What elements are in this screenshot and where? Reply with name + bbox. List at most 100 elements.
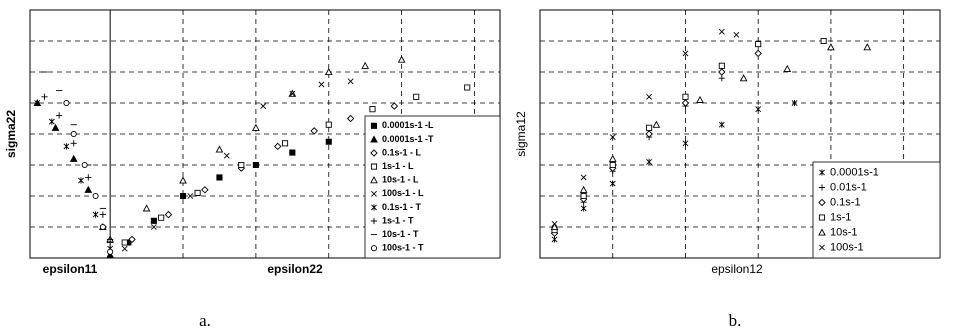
marker: [827, 43, 835, 51]
legend-label: 0.0001s-1: [830, 166, 879, 178]
marker: [580, 192, 587, 200]
marker: [194, 189, 201, 196]
marker: [733, 31, 740, 38]
marker: [121, 245, 128, 252]
legend-marker: [370, 122, 378, 129]
x-axis-label: epsilon11: [43, 262, 98, 276]
marker: [215, 145, 224, 153]
marker: [201, 186, 209, 194]
marker: [107, 236, 114, 243]
legend-marker: [371, 204, 377, 211]
marker: [369, 106, 376, 113]
marker: [783, 64, 792, 72]
marker: [179, 176, 187, 184]
marker: [78, 177, 84, 184]
marker: [41, 93, 48, 100]
marker: [718, 28, 725, 35]
marker: [84, 185, 93, 193]
marker: [325, 138, 332, 145]
marker: [99, 224, 106, 230]
legend-label: 1s-1 - T: [382, 215, 414, 225]
marker: [608, 154, 617, 162]
marker: [551, 236, 558, 243]
marker: [464, 84, 471, 91]
legend-marker: [370, 245, 378, 252]
legend-label: 100s-1: [830, 241, 864, 253]
marker: [260, 103, 267, 110]
marker: [755, 41, 762, 48]
marker: [646, 158, 653, 165]
marker: [289, 149, 296, 156]
marker: [646, 124, 653, 131]
x-axis-label: epsilon22: [267, 262, 323, 276]
marker: [289, 90, 296, 97]
marker: [682, 50, 689, 57]
marker: [580, 174, 587, 181]
legend-box: [364, 115, 501, 259]
marker: [121, 239, 128, 246]
marker: [550, 222, 559, 231]
marker: [34, 99, 41, 107]
marker: [238, 161, 245, 169]
marker: [645, 130, 653, 138]
marker: [56, 112, 63, 119]
legend-marker: [370, 135, 378, 143]
legend-marker: [370, 149, 378, 157]
x-axis-label: epsilon12: [711, 262, 763, 276]
caption: a.: [199, 311, 211, 330]
legend-label: 100s-1 - L: [382, 188, 424, 198]
legend-box: [812, 161, 941, 259]
legend-label: 0.0001s-1 -T: [382, 134, 434, 144]
plot-frame: [539, 9, 941, 259]
marker: [652, 120, 661, 128]
marker: [696, 95, 704, 103]
marker: [324, 67, 333, 76]
marker: [646, 93, 653, 100]
marker: [580, 205, 587, 212]
marker: [682, 140, 689, 147]
marker: [718, 121, 725, 128]
legend-marker: [818, 198, 826, 207]
legend-marker: [370, 176, 378, 184]
legend-marker: [370, 217, 378, 225]
marker: [252, 161, 259, 169]
marker: [718, 62, 725, 69]
marker: [158, 214, 165, 221]
legend-marker: [818, 214, 826, 221]
y-axis-label: sigma22: [4, 110, 18, 158]
legend-marker: [819, 169, 825, 176]
marker: [318, 81, 325, 88]
legend-label: 0.1s-1: [830, 196, 861, 208]
marker: [325, 121, 332, 128]
marker: [70, 140, 77, 147]
legend-label: 0.1s-1 - T: [382, 202, 422, 212]
marker: [682, 93, 689, 100]
legend-label: 10s-1 - L: [382, 175, 419, 185]
marker: [681, 99, 690, 107]
y-axis-label: sigma12: [514, 111, 528, 157]
marker: [92, 211, 99, 218]
marker: [310, 127, 318, 135]
marker: [754, 49, 762, 58]
marker: [85, 174, 92, 181]
marker: [142, 204, 151, 212]
marker: [718, 68, 726, 76]
marker: [413, 93, 420, 100]
marker: [164, 210, 173, 219]
marker: [390, 102, 399, 110]
marker: [361, 61, 370, 69]
legend-marker: [818, 184, 826, 191]
marker: [150, 217, 157, 224]
marker: [739, 74, 748, 82]
legend-label: 10s-1 - T: [382, 229, 419, 239]
legend-marker: [818, 228, 826, 236]
marker: [107, 248, 114, 255]
legend-marker: [819, 244, 825, 251]
marker: [579, 185, 588, 193]
marker: [63, 143, 70, 150]
marker: [81, 162, 88, 168]
caption: b.: [729, 311, 742, 330]
legend-label: 1s-1 - L: [382, 161, 414, 171]
legend-label: 0.1s-1 - L: [382, 147, 422, 157]
